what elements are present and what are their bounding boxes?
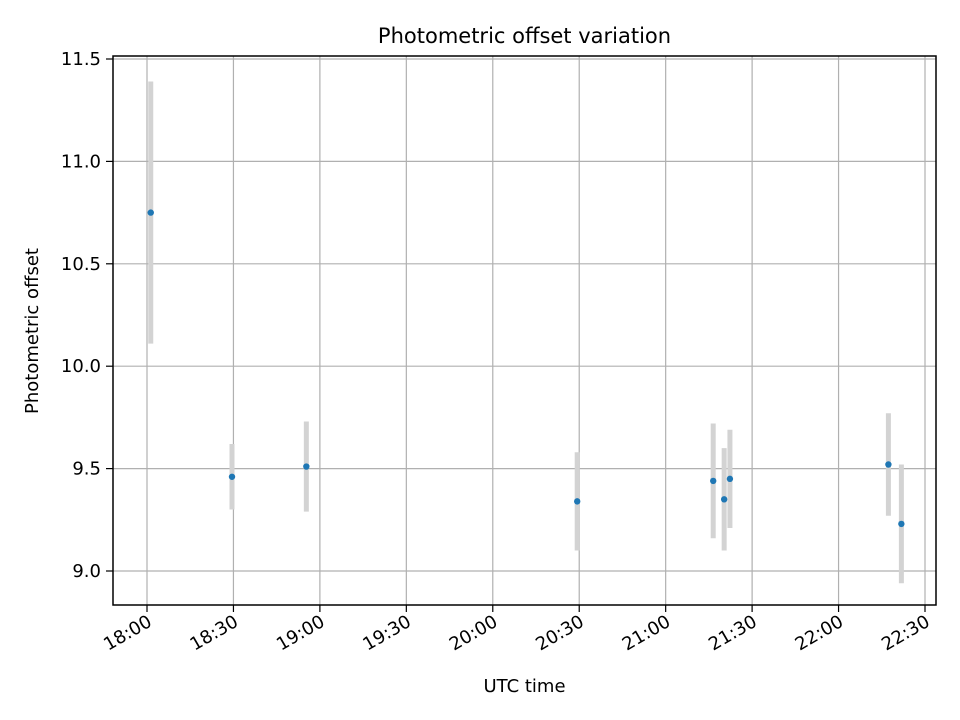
- plot-frame: [112, 55, 937, 606]
- data-point: [720, 496, 728, 503]
- data-point: [147, 209, 154, 216]
- data-point: [726, 475, 734, 483]
- data-point: [885, 461, 892, 468]
- data-points: [147, 209, 905, 528]
- y-tick-label: 9.5: [72, 459, 101, 480]
- x-axis-label: UTC time: [483, 676, 565, 697]
- data-point: [898, 520, 905, 528]
- data-point: [303, 463, 310, 470]
- grid: [113, 56, 936, 605]
- chart-title: Photometric offset variation: [378, 24, 671, 48]
- y-axis-label: Photometric offset: [22, 248, 43, 414]
- y-axis-ticks: 9.0 9.5 10.0 10.5 11.0 11.5: [61, 49, 113, 582]
- y-tick-label: 10.5: [61, 254, 101, 275]
- data-point: [228, 473, 236, 480]
- y-tick-label: 10.0: [61, 356, 101, 377]
- y-tick-label: 11.5: [61, 49, 101, 70]
- data-point: [710, 477, 717, 485]
- y-tick-label: 11.0: [61, 151, 101, 172]
- data-point: [574, 498, 581, 505]
- y-tick-label: 9.0: [72, 561, 101, 582]
